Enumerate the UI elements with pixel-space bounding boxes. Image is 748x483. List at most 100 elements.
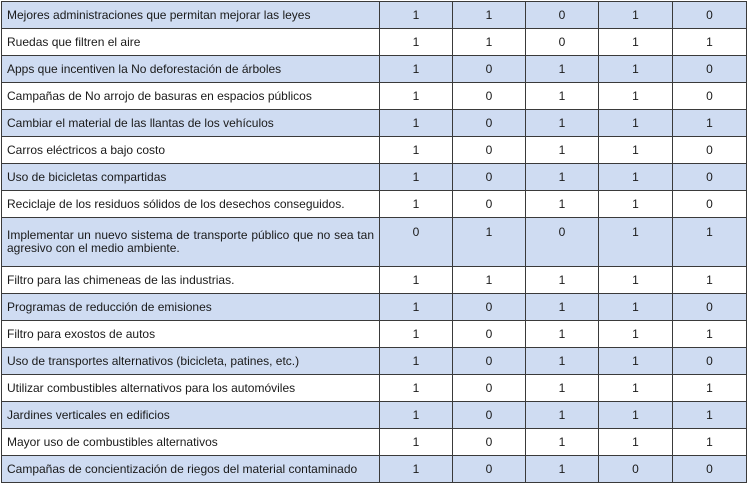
value-cell: 1	[598, 55, 673, 83]
table-row: Uso de transportes alternativos (bicicle…	[1, 347, 747, 375]
value-cell: 1	[525, 109, 599, 137]
value-cell: 0	[452, 82, 526, 110]
value-cell: 0	[672, 55, 747, 83]
value-cell: 1	[672, 374, 747, 402]
value-cell: 1	[672, 401, 747, 429]
value-cell: 1	[525, 136, 599, 164]
value-cell: 1	[525, 163, 599, 191]
table-row: Mejores administraciones que permitan me…	[1, 1, 747, 29]
value-cell: 1	[525, 428, 599, 456]
value-cell: 1	[598, 1, 673, 29]
value-cell: 0	[525, 1, 599, 29]
table-row: Mayor uso de combustibles alternativos 1 0…	[1, 428, 747, 456]
value-cell: 1	[452, 1, 526, 29]
value-cell: 1	[379, 428, 453, 456]
row-label-cell: Apps que incentiven la No deforestación …	[1, 55, 380, 83]
value-cell: 1	[598, 163, 673, 191]
table-row: Jardines verticales en edificios 1 0 1 1 1	[1, 401, 747, 429]
value-cell: 0	[525, 217, 599, 267]
value-cell: 0	[672, 347, 747, 375]
value-cell: 1	[525, 82, 599, 110]
value-cell: 1	[379, 28, 453, 56]
value-cell: 1	[598, 428, 673, 456]
value-cell: 1	[598, 320, 673, 348]
value-cell: 1	[598, 266, 673, 294]
value-cell: 1	[452, 217, 526, 267]
value-cell: 1	[379, 82, 453, 110]
row-label-cell: Jardines verticales en edificios	[1, 401, 380, 429]
value-cell: 0	[672, 293, 747, 321]
value-cell: 1	[598, 293, 673, 321]
row-label-cell: Reciclaje de los residuos sólidos de los…	[1, 190, 380, 218]
value-cell: 0	[379, 217, 453, 267]
table-row: Reciclaje de los residuos sólidos de los…	[1, 190, 747, 218]
value-cell: 1	[379, 136, 453, 164]
row-label-cell: Mayor uso de combustibles alternativos	[1, 428, 380, 456]
row-label-cell: Campañas de No arrojo de basuras en espa…	[1, 82, 380, 110]
value-cell: 1	[598, 28, 673, 56]
value-cell: 1	[525, 293, 599, 321]
value-cell: 1	[525, 190, 599, 218]
value-cell: 1	[525, 374, 599, 402]
row-label-cell: Ruedas que filtren el aire	[1, 28, 380, 56]
value-cell: 1	[379, 320, 453, 348]
value-cell: 1	[598, 347, 673, 375]
table-row: Utilizar combustibles alternativos para …	[1, 374, 747, 402]
value-cell: 0	[598, 455, 673, 483]
table-row: Campañas de No arrojo de basuras en espa…	[1, 82, 747, 110]
value-cell: 1	[525, 266, 599, 294]
row-label-cell: Filtro para las chimeneas de las industr…	[1, 266, 380, 294]
row-label-cell: Cambiar el material de las llantas de lo…	[1, 109, 380, 137]
table-row: Filtro para las chimeneas de las industr…	[1, 266, 747, 294]
table-row: Ruedas que filtren el aire 1 1 0 1 1	[1, 28, 747, 56]
table-row: Apps que incentiven la No deforestación …	[1, 55, 747, 83]
value-cell: 1	[672, 28, 747, 56]
value-cell: 0	[452, 163, 526, 191]
value-cell: 1	[379, 374, 453, 402]
value-cell: 1	[379, 55, 453, 83]
table-row: Filtro para exostos de autos 1 0 1 1 1	[1, 320, 747, 348]
table-row: Carros eléctricos a bajo costo 1 0 1 1 0	[1, 136, 747, 164]
value-cell: 1	[598, 217, 673, 267]
row-label-cell: Uso de bicicletas compartidas	[1, 163, 380, 191]
value-cell: 0	[452, 190, 526, 218]
value-cell: 1	[525, 320, 599, 348]
value-cell: 0	[452, 347, 526, 375]
row-label-cell: Filtro para exostos de autos	[1, 320, 380, 348]
table-row: Cambiar el material de las llantas de lo…	[1, 109, 747, 137]
value-cell: 1	[379, 163, 453, 191]
value-cell: 0	[672, 190, 747, 218]
value-cell: 1	[379, 190, 453, 218]
value-cell: 1	[672, 109, 747, 137]
value-cell: 0	[452, 109, 526, 137]
value-cell: 0	[452, 374, 526, 402]
value-cell: 0	[452, 55, 526, 83]
value-cell: 1	[598, 374, 673, 402]
value-cell: 1	[672, 320, 747, 348]
value-cell: 1	[672, 266, 747, 294]
row-label-cell: Implementar un nuevo sistema de transpor…	[1, 217, 380, 267]
value-cell: 1	[525, 347, 599, 375]
value-cell: 0	[672, 82, 747, 110]
row-label-cell: Uso de transportes alternativos (bicicle…	[1, 347, 380, 375]
value-cell: 0	[452, 293, 526, 321]
value-cell: 1	[379, 109, 453, 137]
value-cell: 0	[452, 401, 526, 429]
value-cell: 1	[379, 455, 453, 483]
value-cell: 1	[672, 217, 747, 267]
value-cell: 1	[598, 82, 673, 110]
value-cell: 0	[672, 455, 747, 483]
value-cell: 0	[672, 1, 747, 29]
table-row: Implementar un nuevo sistema de transpor…	[1, 217, 747, 267]
value-cell: 1	[672, 428, 747, 456]
table-row: Campañas de concientización de riegos de…	[1, 455, 747, 483]
value-cell: 1	[525, 55, 599, 83]
value-cell: 0	[452, 136, 526, 164]
value-cell: 1	[525, 401, 599, 429]
value-cell: 1	[598, 190, 673, 218]
value-cell: 1	[379, 1, 453, 29]
value-cell: 1	[379, 293, 453, 321]
value-cell: 1	[379, 266, 453, 294]
row-label-cell: Programas de reducción de emisiones	[1, 293, 380, 321]
